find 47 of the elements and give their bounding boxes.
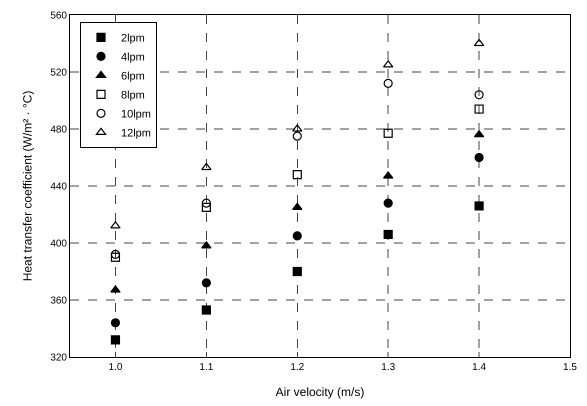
point: [110, 250, 120, 259]
legend-label: 10lpm: [121, 108, 151, 121]
point: [110, 335, 120, 344]
x-tick-label: 1.5: [563, 362, 578, 373]
point: [110, 252, 120, 262]
point: [110, 318, 120, 328]
x-tick-label: 1.4: [472, 362, 486, 373]
x-axis-title: Air velocity (m/s): [276, 384, 364, 399]
point: [474, 38, 484, 46]
point: [474, 104, 484, 114]
legend-label: 4lpm: [121, 52, 145, 64]
legend-label: 2lpm: [121, 32, 145, 45]
y-tick-label: 520: [50, 68, 68, 78]
y-axis-title: Heat transfer coefficient (W/m² · °C): [20, 90, 35, 282]
x-tick-label: 1.1: [199, 362, 214, 373]
point: [382, 171, 394, 179]
point: [202, 202, 211, 212]
point: [474, 152, 484, 162]
y-tick-label: 560: [50, 10, 68, 22]
point: [292, 266, 302, 276]
point: [384, 198, 393, 208]
x-tick-label: 1.0: [108, 362, 123, 373]
point: [292, 231, 302, 240]
point: [292, 124, 302, 132]
point: [292, 132, 302, 141]
point: [474, 201, 484, 211]
y-tick-label: 480: [50, 124, 68, 136]
point: [384, 128, 393, 138]
point: [202, 305, 211, 315]
y-tick-label: 440: [50, 182, 68, 192]
legend-label: 6lpm: [121, 70, 145, 83]
point: [292, 202, 302, 210]
legend-label: 12lpm: [121, 128, 151, 140]
point: [384, 78, 393, 88]
y-tick-label: 360: [50, 296, 68, 306]
point: [201, 162, 212, 170]
point: [202, 198, 211, 208]
point: [202, 278, 211, 288]
legend-label: 8lpm: [121, 90, 145, 102]
point: [292, 170, 302, 180]
point: [110, 285, 121, 293]
y-tick-label: 400: [50, 238, 68, 250]
y-tick-label: 320: [50, 352, 68, 364]
point: [384, 230, 393, 240]
x-tick-label: 1.2: [290, 362, 305, 373]
point: [474, 90, 484, 100]
x-tick-label: 1.3: [381, 362, 396, 373]
